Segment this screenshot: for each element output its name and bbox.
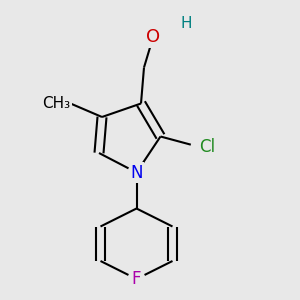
Text: N: N [130,164,143,181]
Text: H: H [180,16,191,32]
Text: CH₃: CH₃ [42,96,70,111]
Text: Cl: Cl [200,138,216,156]
Text: F: F [132,270,141,288]
Text: O: O [146,28,160,46]
